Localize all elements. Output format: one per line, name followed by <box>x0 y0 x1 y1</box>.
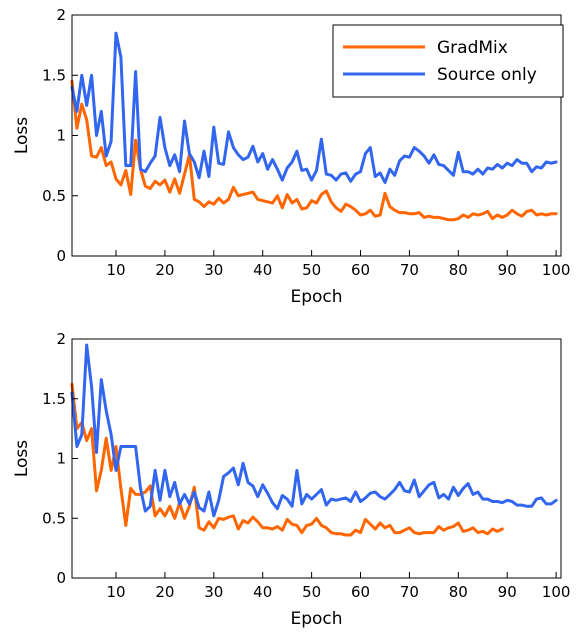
x-tick-label: 90 <box>498 261 517 279</box>
y-tick-label: 1 <box>56 450 66 468</box>
x-tick-label: 10 <box>106 583 125 601</box>
x-axis-title: Epoch <box>290 287 342 307</box>
y-tick-label: 2 <box>56 6 66 24</box>
y-tick-label: 2 <box>56 330 66 348</box>
legend-label: GradMix <box>437 38 508 58</box>
series-line-series-2 <box>70 343 558 518</box>
series-line-gradmix <box>70 79 558 222</box>
x-tick-label: 50 <box>302 583 321 601</box>
x-tick-label: 20 <box>155 583 174 601</box>
series-line-source-only <box>70 31 558 184</box>
plot-frame <box>71 338 562 579</box>
series-line-series-1 <box>70 382 504 537</box>
legend: GradMix Source only <box>332 24 564 98</box>
x-tick-label: 80 <box>449 583 468 601</box>
x-tick-label: 100 <box>542 583 571 601</box>
chart-1: 10 20 30 40 50 60 70 80 90 100 0 0.5 1 1.5 2 Epoch Loss G… <box>12 6 570 307</box>
x-tick-label: 70 <box>400 583 419 601</box>
legend-label: Source only <box>437 65 537 85</box>
y-tick-label: 0 <box>56 569 66 587</box>
y-axis-title: Loss <box>12 117 32 154</box>
y-axis-title: Loss <box>12 440 32 477</box>
x-tick-label: 10 <box>106 261 125 279</box>
x-tick-label: 90 <box>498 583 517 601</box>
x-tick-label: 30 <box>204 583 223 601</box>
y-tick-label: 0.5 <box>42 509 66 527</box>
chart-2: 10 20 30 40 50 60 70 80 90 100 0 0.5 1 1.5 2 Epoch Loss <box>12 330 570 629</box>
y-tick-label: 0.5 <box>42 187 66 205</box>
y-tick-label: 1 <box>56 127 66 145</box>
y-tick-label: 1.5 <box>42 390 66 408</box>
x-tick-label: 40 <box>253 261 272 279</box>
x-tick-label: 60 <box>351 261 370 279</box>
x-tick-label: 50 <box>302 261 321 279</box>
x-tick-label: 70 <box>400 261 419 279</box>
x-tick-label: 30 <box>204 261 223 279</box>
x-tick-label: 40 <box>253 583 272 601</box>
x-tick-label: 80 <box>449 261 468 279</box>
x-tick-label: 100 <box>542 261 571 279</box>
y-tick-label: 1.5 <box>42 66 66 84</box>
legend-box <box>332 24 564 98</box>
x-axis-title: Epoch <box>290 609 342 629</box>
x-tick-label: 20 <box>155 261 174 279</box>
y-tick-label: 0 <box>56 247 66 265</box>
x-tick-label: 60 <box>351 583 370 601</box>
